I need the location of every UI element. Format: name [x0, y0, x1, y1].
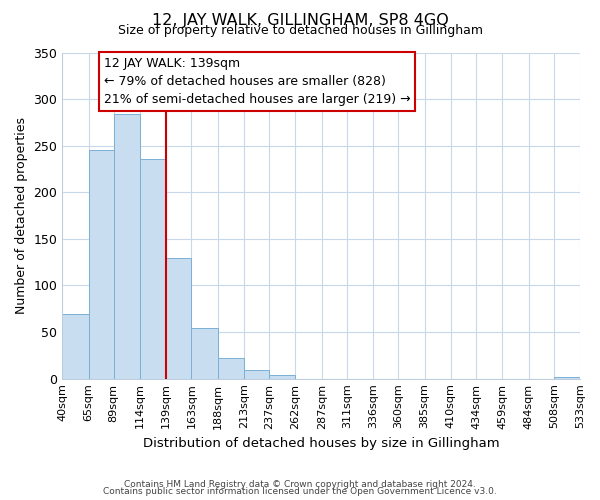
- Bar: [166, 258, 191, 378]
- Bar: [554, 377, 580, 378]
- Text: 12, JAY WALK, GILLINGHAM, SP8 4GQ: 12, JAY WALK, GILLINGHAM, SP8 4GQ: [152, 12, 448, 28]
- Bar: [218, 358, 244, 378]
- Text: Contains public sector information licensed under the Open Government Licence v3: Contains public sector information licen…: [103, 487, 497, 496]
- Bar: [89, 150, 114, 378]
- Bar: [140, 158, 166, 378]
- Bar: [244, 370, 269, 378]
- Text: Size of property relative to detached houses in Gillingham: Size of property relative to detached ho…: [118, 24, 482, 37]
- Text: Contains HM Land Registry data © Crown copyright and database right 2024.: Contains HM Land Registry data © Crown c…: [124, 480, 476, 489]
- Bar: [114, 114, 140, 378]
- Y-axis label: Number of detached properties: Number of detached properties: [15, 117, 28, 314]
- X-axis label: Distribution of detached houses by size in Gillingham: Distribution of detached houses by size …: [143, 437, 499, 450]
- Text: 12 JAY WALK: 139sqm
← 79% of detached houses are smaller (828)
21% of semi-detac: 12 JAY WALK: 139sqm ← 79% of detached ho…: [104, 58, 410, 106]
- Bar: [62, 314, 89, 378]
- Bar: [269, 375, 295, 378]
- Bar: [191, 328, 218, 378]
